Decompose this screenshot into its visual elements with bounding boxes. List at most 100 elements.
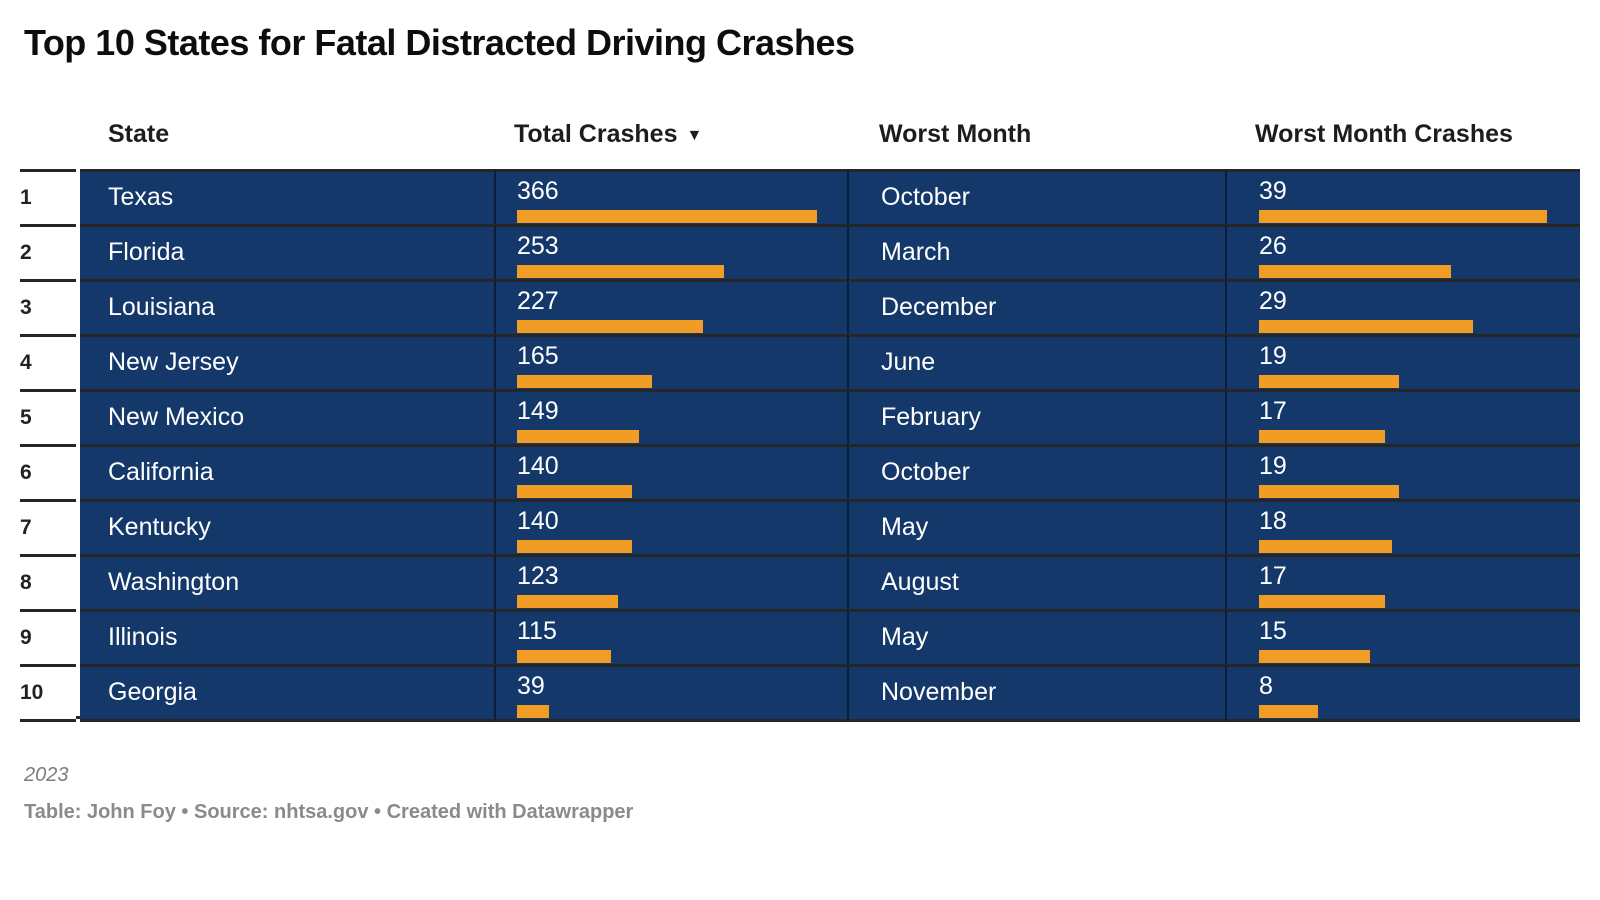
- worst-month-crashes-value: 18: [1259, 506, 1287, 535]
- worst-month-column-header[interactable]: Worst Month: [847, 119, 1225, 150]
- total-crashes-cell: 253: [494, 223, 847, 279]
- rank-cell: 3: [20, 278, 76, 334]
- table-row: 5 New Mexico 149 February 17: [20, 388, 1580, 444]
- total-crashes-value: 140: [517, 506, 559, 535]
- worst-month-crashes-bar: [1259, 209, 1547, 223]
- state-column-header[interactable]: State: [80, 119, 494, 150]
- worst-month-crashes-value: 29: [1259, 286, 1287, 315]
- state-cell: Georgia: [80, 663, 494, 722]
- gutter-gap: [76, 664, 80, 719]
- state-cell: California: [80, 443, 494, 499]
- worst-month-crashes-bar: [1259, 594, 1385, 608]
- worst-month-crashes-cell: 17: [1225, 553, 1580, 609]
- total-crashes-bar: [517, 374, 653, 388]
- rank-cell: 4: [20, 333, 76, 389]
- total-crashes-value: 227: [517, 286, 559, 315]
- total-crashes-cell: 140: [494, 443, 847, 499]
- worst-month-crashes-bar: [1259, 539, 1392, 553]
- total-crashes-value: 115: [517, 616, 557, 645]
- table-row: 8 Washington 123 August 17: [20, 553, 1580, 609]
- worst-month-crashes-cell: 39: [1225, 168, 1580, 224]
- rank-cell: 1: [20, 168, 76, 224]
- table-body: 1 Texas 366 October 39 2 Florida 253 Mar…: [20, 168, 1580, 722]
- total-crashes-value: 149: [517, 396, 559, 425]
- source-label: Source:: [193, 800, 275, 823]
- worst-month-crashes-bar: [1259, 319, 1474, 333]
- worst-month-crashes-bar: [1259, 704, 1319, 718]
- total-crashes-cell: 366: [494, 168, 847, 224]
- total-crashes-value: 140: [517, 451, 559, 480]
- worst-month-crashes-cell: 8: [1225, 663, 1580, 722]
- worst-month-cell: October: [847, 168, 1225, 224]
- worst-month-crashes-cell: 15: [1225, 608, 1580, 664]
- worst-month-crashes-cell: 17: [1225, 388, 1580, 444]
- state-cell: Florida: [80, 223, 494, 279]
- total-crashes-value: 253: [517, 231, 559, 260]
- worst-month-crashes-bar: [1259, 649, 1370, 663]
- total-crashes-bar: [517, 649, 612, 663]
- worst-month-crashes-value: 17: [1259, 561, 1287, 590]
- table-row: 10 Georgia 39 November 8: [20, 663, 1580, 722]
- worst-month-crashes-value: 19: [1259, 341, 1287, 370]
- state-cell: Texas: [80, 168, 494, 224]
- total-crashes-cell: 140: [494, 498, 847, 554]
- rank-cell: 8: [20, 553, 76, 609]
- worst-month-crashes-column-label: Worst Month Crashes: [1255, 120, 1513, 149]
- worst-month-cell: February: [847, 388, 1225, 444]
- worst-month-cell: August: [847, 553, 1225, 609]
- total-crashes-cell: 115: [494, 608, 847, 664]
- worst-month-crashes-cell: 26: [1225, 223, 1580, 279]
- total-crashes-bar: [517, 539, 632, 553]
- total-crashes-bar: [517, 484, 632, 498]
- total-crashes-bar: [517, 264, 725, 278]
- total-crashes-cell: 39: [494, 663, 847, 722]
- total-crashes-cell: 123: [494, 553, 847, 609]
- table-widget: Top 10 States for Fatal Distracted Drivi…: [20, 22, 1580, 823]
- rank-cell: 7: [20, 498, 76, 554]
- total-crashes-cell: 227: [494, 278, 847, 334]
- total-crashes-bar: [517, 209, 817, 223]
- source-link[interactable]: nhtsa.gov: [274, 800, 369, 823]
- worst-month-cell: May: [847, 498, 1225, 554]
- rank-cell: 6: [20, 443, 76, 499]
- worst-month-crashes-bar: [1259, 484, 1400, 498]
- state-cell: New Mexico: [80, 388, 494, 444]
- page-title: Top 10 States for Fatal Distracted Drivi…: [24, 22, 855, 63]
- total-crashes-column-header[interactable]: Total Crashes ▼: [494, 119, 847, 150]
- worst-month-crashes-value: 17: [1259, 396, 1287, 425]
- table-row: 1 Texas 366 October 39: [20, 168, 1580, 224]
- table-label: Table:: [24, 800, 87, 823]
- worst-month-crashes-value: 15: [1259, 616, 1287, 645]
- worst-month-crashes-cell: 18: [1225, 498, 1580, 554]
- separator: •: [368, 800, 387, 823]
- state-cell: New Jersey: [80, 333, 494, 389]
- worst-month-crashes-value: 26: [1259, 231, 1287, 260]
- rank-cell: 5: [20, 388, 76, 444]
- sort-descending-icon: ▼: [686, 127, 703, 145]
- created-label: Created with: [386, 800, 513, 823]
- worst-month-cell: June: [847, 333, 1225, 389]
- total-crashes-value: 366: [517, 176, 559, 205]
- worst-month-cell: December: [847, 278, 1225, 334]
- state-cell: Kentucky: [80, 498, 494, 554]
- total-crashes-value: 123: [517, 561, 559, 590]
- worst-month-crashes-bar: [1259, 264, 1451, 278]
- worst-month-crashes-value: 39: [1259, 176, 1287, 205]
- state-cell: Illinois: [80, 608, 494, 664]
- worst-month-crashes-value: 19: [1259, 451, 1287, 480]
- worst-month-crashes-column-header[interactable]: Worst Month Crashes: [1225, 119, 1580, 150]
- worst-month-cell: May: [847, 608, 1225, 664]
- rank-cell: 9: [20, 608, 76, 664]
- table-row: 3 Louisiana 227 December 29: [20, 278, 1580, 334]
- worst-month-cell: November: [847, 663, 1225, 722]
- author-link[interactable]: John Foy: [86, 800, 176, 823]
- state-column-label: State: [108, 120, 170, 149]
- table-row: 9 Illinois 115 May 15: [20, 608, 1580, 664]
- datawrapper-link[interactable]: Datawrapper: [512, 800, 634, 823]
- worst-month-crashes-value: 8: [1259, 671, 1273, 700]
- state-cell: Washington: [80, 553, 494, 609]
- total-crashes-bar: [517, 429, 640, 443]
- total-crashes-value: 165: [517, 341, 559, 370]
- worst-month-cell: October: [847, 443, 1225, 499]
- rank-cell: 10: [20, 663, 76, 722]
